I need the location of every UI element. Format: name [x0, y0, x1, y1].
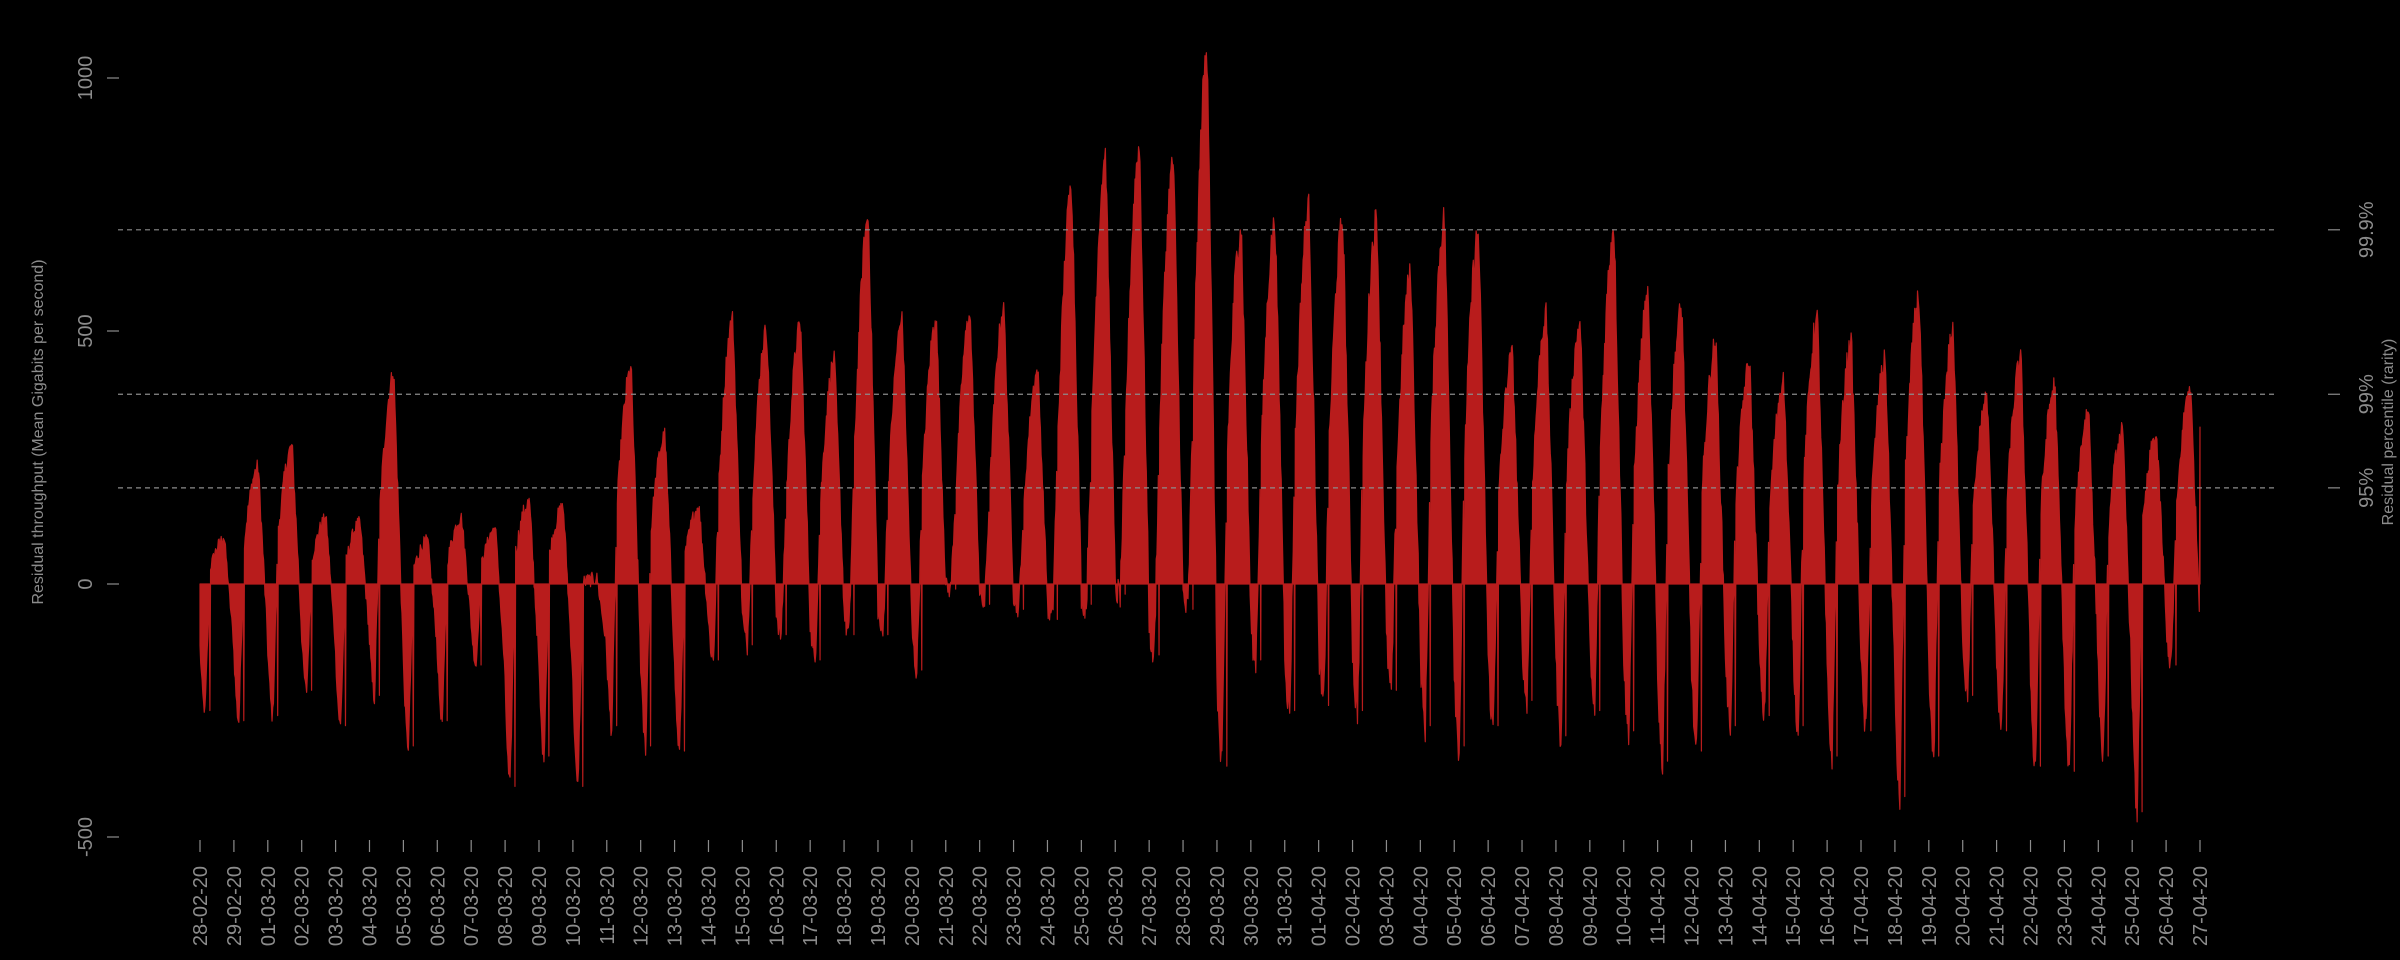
x-tick-label: 11-04-20 [1648, 866, 1670, 945]
x-tick-label: 09-04-20 [1580, 866, 1602, 946]
x-tick-label: 14-03-20 [698, 866, 720, 946]
x-tick-label: 27-03-20 [1139, 866, 1161, 946]
x-tick-label: 12-04-20 [1682, 866, 1704, 946]
x-tick-label: 23-03-20 [1004, 866, 1026, 946]
x-tick-label: 07-03-20 [461, 866, 483, 946]
x-tick-label: 12-03-20 [631, 866, 653, 946]
y-tick-label: -500 [75, 817, 97, 857]
x-tick-label: 28-02-20 [190, 866, 212, 946]
x-tick-label: 15-04-20 [1783, 866, 1805, 946]
x-tick-label: 15-03-20 [732, 866, 754, 946]
x-tick-label: 02-03-20 [292, 866, 314, 946]
x-tick-label: 06-04-20 [1478, 866, 1500, 946]
right-axis-title: Residual percentile (rarity) [2380, 339, 2397, 526]
percentile-label: 95% [2356, 468, 2378, 508]
x-tick-label: 13-03-20 [665, 866, 687, 946]
x-tick-label: 10-03-20 [563, 866, 585, 946]
x-tick-label: 20-04-20 [1953, 866, 1975, 946]
x-tick-label: 22-04-20 [2021, 866, 2043, 946]
residual-area-series [199, 52, 2201, 823]
y-tick-label: 1000 [75, 56, 97, 101]
x-tick-label: 06-03-20 [427, 866, 449, 946]
x-tick-label: 26-04-20 [2156, 866, 2178, 946]
x-tick-label: 04-03-20 [359, 866, 381, 946]
x-tick-label: 13-04-20 [1715, 866, 1737, 946]
x-tick-label: 31-03-20 [1275, 866, 1297, 946]
x-tick-label: 04-04-20 [1410, 866, 1432, 946]
y-axis-title: Residual throughput (Mean Gigabits per s… [30, 259, 47, 604]
y-tick-label: 500 [75, 314, 97, 347]
x-tick-label: 18-03-20 [834, 866, 856, 946]
x-tick-label: 26-03-20 [1105, 866, 1127, 946]
x-tick-label: 29-02-20 [224, 866, 246, 946]
x-tick-label: 24-03-20 [1037, 866, 1059, 946]
x-tick-label: 16-03-20 [766, 866, 788, 946]
x-tick-label: 22-03-20 [970, 866, 992, 946]
percentile-lines-layer: 95% 99% 99.9% [118, 201, 2378, 508]
series-layer [199, 52, 2201, 823]
x-tick-label: 02-04-20 [1343, 866, 1365, 946]
x-tick-label: 05-04-20 [1444, 866, 1466, 946]
x-tick-label: 18-04-20 [1885, 866, 1907, 946]
x-tick-label: 30-03-20 [1241, 866, 1263, 946]
x-tick-label: 28-03-20 [1173, 866, 1195, 946]
x-tick-label: 08-03-20 [495, 866, 517, 946]
x-tick-label: 21-03-20 [936, 866, 958, 946]
x-tick-label: 24-04-20 [2088, 866, 2110, 946]
x-tick-label: 11-03-20 [597, 866, 619, 945]
x-tick-label: 05-03-20 [393, 866, 415, 946]
percentile-label: 99% [2356, 374, 2378, 414]
x-tick-label: 14-04-20 [1749, 866, 1771, 946]
x-tick-label: 03-04-20 [1376, 866, 1398, 946]
x-tick-label: 03-03-20 [326, 866, 348, 946]
x-tick-label: 25-03-20 [1071, 866, 1093, 946]
x-tick-label: 01-03-20 [258, 866, 280, 946]
x-tick-label: 01-04-20 [1309, 866, 1331, 946]
x-tick-label: 23-04-20 [2054, 866, 2076, 946]
x-tick-label: 29-03-20 [1207, 866, 1229, 946]
x-tick-label: 19-03-20 [868, 866, 890, 946]
x-tick-label: 16-04-20 [1817, 866, 1839, 946]
percentile-label: 99.9% [2356, 201, 2378, 258]
y-tick-label: 0 [75, 578, 97, 589]
x-tick-label: 08-04-20 [1546, 866, 1568, 946]
x-tick-label: 21-04-20 [1987, 866, 2009, 946]
x-tick-label: 19-04-20 [1919, 866, 1941, 946]
x-tick-label: 25-04-20 [2122, 866, 2144, 946]
x-tick-label: 10-04-20 [1614, 866, 1636, 946]
x-tick-label: 27-04-20 [2190, 866, 2212, 946]
axis-layer: -500 0 500 1000 28-02-20 29-02-20 01-03-20 02-0… [75, 56, 2212, 946]
x-tick-label: 09-03-20 [529, 866, 551, 946]
x-tick-label: 20-03-20 [902, 866, 924, 946]
x-tick-label: 17-03-20 [800, 866, 822, 946]
x-tick-label: 17-04-20 [1851, 866, 1873, 946]
x-tick-label: 07-04-20 [1512, 866, 1534, 946]
